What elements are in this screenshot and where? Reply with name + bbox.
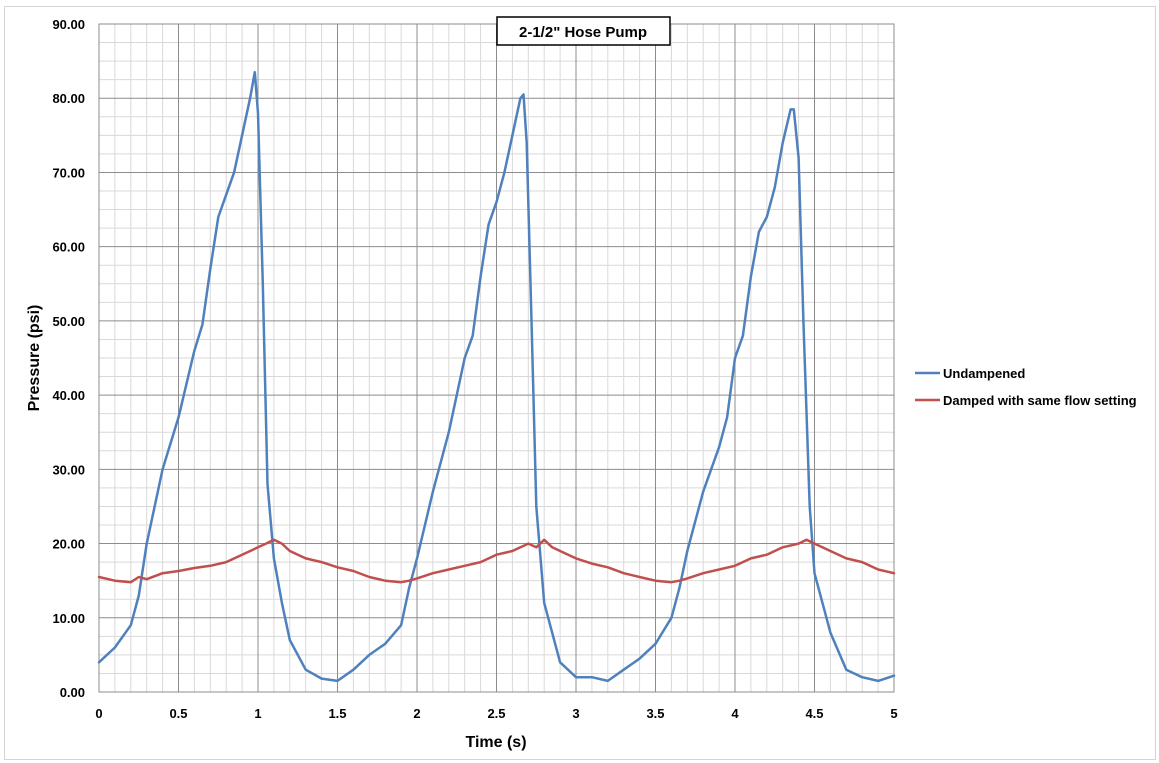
x-axis-title: Time (s) [465, 734, 526, 751]
x-tick-label: 1.5 [328, 706, 346, 721]
chart-title-border [496, 16, 671, 46]
x-tick-label: 1 [254, 706, 261, 721]
y-axis-title: Pressure (psi) [26, 305, 43, 412]
x-axis-ticks: 0 0.5 1 1.5 2 2.5 3 3.5 4 4.5 5 [95, 706, 897, 721]
x-tick-label: 0 [95, 706, 102, 721]
y-tick-label: 80.00 [52, 91, 85, 106]
y-tick-label: 0.00 [60, 685, 85, 700]
series-line-damped [97, 538, 896, 584]
x-tick-label: 3.5 [646, 706, 664, 721]
x-tick-label: 2.5 [487, 706, 505, 721]
x-tick-label: 4.5 [805, 706, 823, 721]
series-line-undampened [97, 70, 896, 683]
legend-label-undampened: Undampened [943, 366, 1025, 381]
y-tick-label: 20.00 [52, 537, 85, 552]
x-tick-label: 5 [890, 706, 897, 721]
y-tick-label: 60.00 [52, 240, 85, 255]
series-layer [97, 70, 896, 683]
y-tick-label: 30.00 [52, 462, 85, 477]
x-tick-label: 4 [731, 706, 739, 721]
x-tick-label: 3 [572, 706, 579, 721]
x-tick-label: 2 [413, 706, 420, 721]
chart-frame [4, 6, 1156, 760]
y-tick-label: 40.00 [52, 388, 85, 403]
x-tick-label: 0.5 [169, 706, 187, 721]
chart-title-box: 2-1/2" Hose Pump [496, 16, 671, 46]
y-tick-label: 50.00 [52, 314, 85, 329]
chart-title: 2-1/2" Hose Pump [519, 24, 647, 41]
y-axis-ticks: 0.00 10.00 20.00 30.00 40.00 50.00 60.00 70.00 8… [52, 17, 85, 700]
y-tick-label: 90.00 [52, 17, 85, 32]
y-tick-label: 70.00 [52, 165, 85, 180]
legend-label-damped: Damped with same flow setting [943, 393, 1137, 408]
y-tick-label: 10.00 [52, 611, 85, 626]
legend: Undampened Damped with same flow setting [915, 366, 1137, 408]
